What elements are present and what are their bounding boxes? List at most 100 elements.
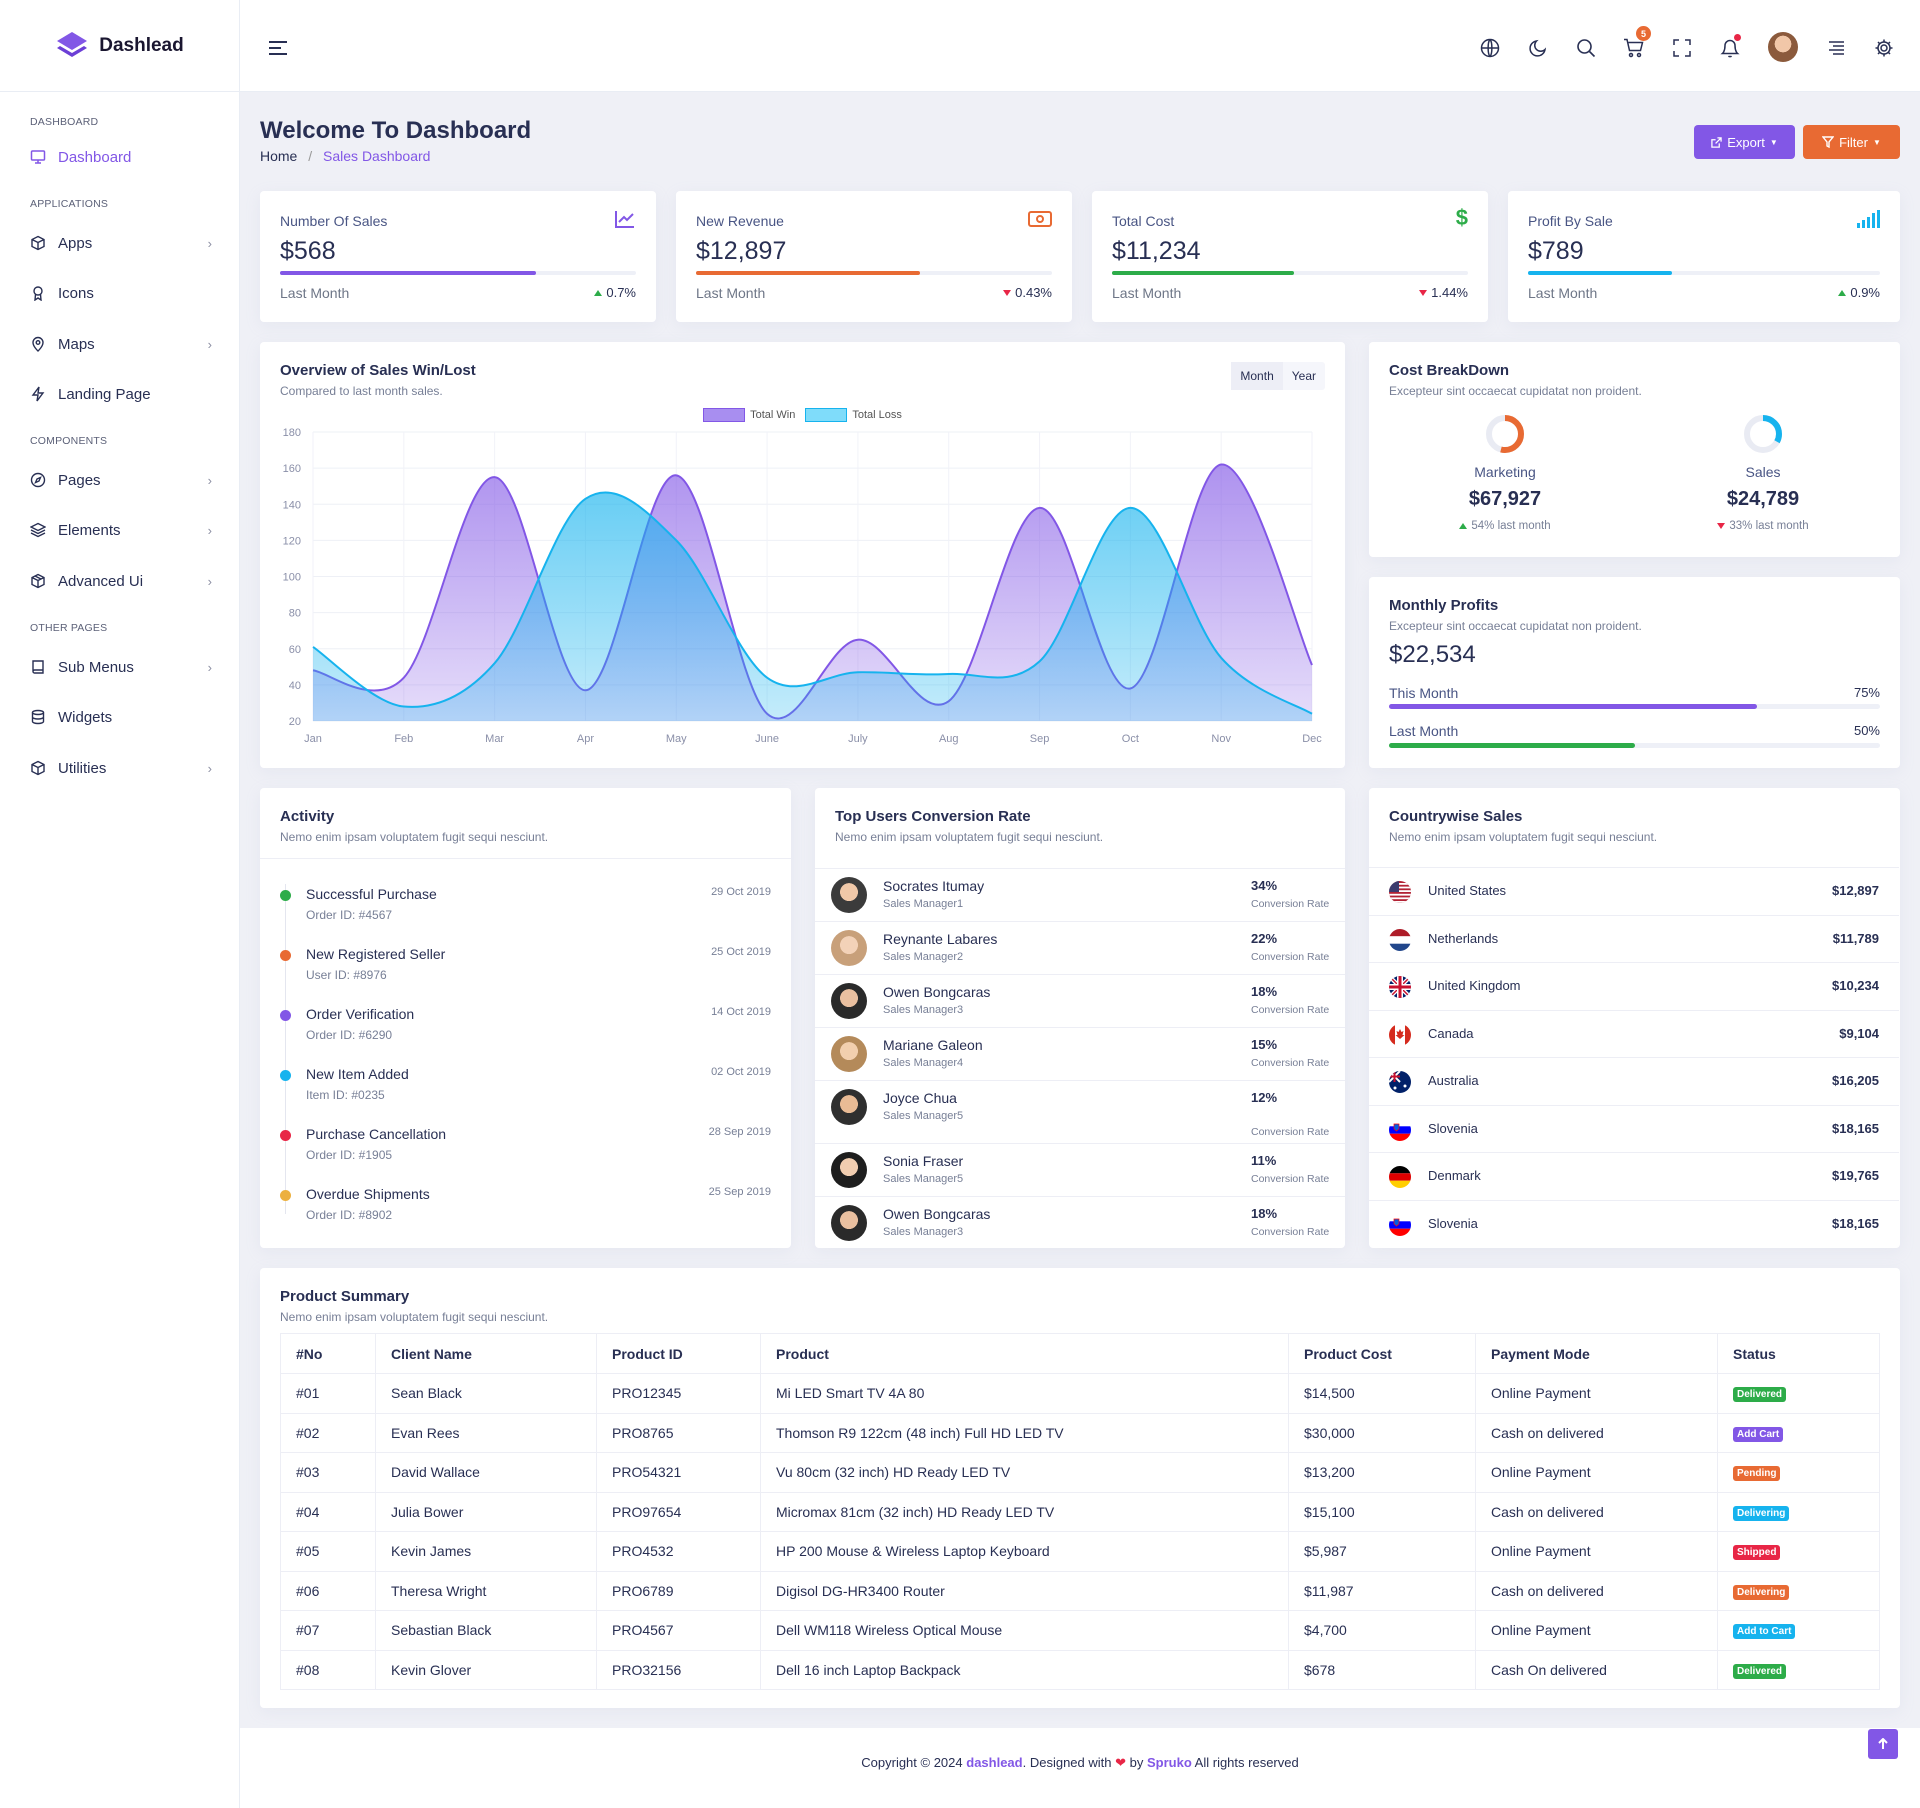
list-item[interactable]: Socrates Itumay Sales Manager1 34% Conversi… [815,868,1345,921]
list-item[interactable]: Reynante Labares Sales Manager2 22% Convers… [815,921,1345,974]
cart-button[interactable]: 5 [1622,26,1651,60]
sidebar-item-landing-page[interactable]: Landing Page [0,369,240,419]
stat-progress [280,271,636,275]
sidebar-item-label: Landing Page [58,385,151,403]
user-name: Sonia Fraser [883,1153,964,1169]
footer: Copyright © 2024 dashlead. Designed with… [240,1728,1920,1808]
legend-label-win: Total Win [750,408,796,421]
table-row[interactable]: #04 Julia Bower PRO97654 Micromax 81cm (32 … [280,1491,1880,1532]
sidebar-right-toggle-button[interactable] [1824,36,1848,60]
list-item[interactable]: Owen Bongcaras Sales Manager3 18% Conversio… [815,1196,1345,1249]
table-row[interactable]: #03 David Wallace PRO54321 Vu 80cm (32 inch… [280,1452,1880,1493]
book-icon [32,660,44,674]
conversion-pct: 22% [1251,931,1278,946]
activity-item: Purchase Cancellation Order ID: #1905 28 S… [280,1126,771,1171]
sidebar-item-widgets[interactable]: Widgets [0,692,240,742]
breadcrumb-home[interactable]: Home [260,148,298,164]
column-header[interactable]: Status [1717,1333,1880,1374]
cell-pid: PRO12345 [596,1373,761,1414]
legend-label-loss: Total Loss [852,408,902,421]
list-item[interactable]: Slovenia $18,165 [1369,1199,1899,1247]
card-subtitle: Compared to last month sales. [280,384,443,398]
activity-subtitle: Order ID: #4567 [306,908,393,922]
legend-item-loss[interactable]: Total Loss [805,408,902,422]
top-header: 5 [240,0,1920,92]
heart-icon: ❤ [1115,1755,1127,1770]
si-flag-icon [1389,1213,1411,1236]
tab-year[interactable]: Year [1291,369,1316,383]
cell-status: Pending [1717,1452,1880,1493]
sidebar-item-label: Dashboard [58,148,132,166]
cell-pid: PRO54321 [596,1452,761,1493]
cell-client: Theresa Wright [375,1570,597,1611]
sidebar-item-elements[interactable]: Elements › [0,505,240,555]
period-tabs: Month Year [1231,362,1325,390]
menu-toggle-button[interactable] [266,36,290,60]
stat-value: $789 [1528,237,1584,265]
table-row[interactable]: #08 Kevin Glover PRO32156 Dell 16 inch Lapt… [280,1649,1880,1690]
column-header[interactable]: Product [760,1333,1289,1374]
back-to-top-button[interactable] [1868,1729,1898,1759]
table-row[interactable]: #05 Kevin James PRO4532 HP 200 Mouse & Wire… [280,1531,1880,1572]
settings-button[interactable] [1872,36,1896,60]
stat-label: Profit By Sale [1528,213,1613,229]
notification-dot [1734,34,1741,41]
cell-no: #05 [280,1531,376,1572]
footer-author-link[interactable]: Spruko [1146,1755,1192,1770]
status-badge: Delivered [1733,1387,1787,1403]
sidebar-item-advanced-ui[interactable]: Advanced Ui › [0,556,240,606]
donut-arc [1486,415,1524,453]
theme-toggle-button[interactable] [1526,36,1550,60]
footer-rights: All rights reserved [1191,1755,1299,1770]
x-tick-label: Aug [939,733,959,745]
table-row[interactable]: #07 Sebastian Black PRO4567 Dell WM118 Wire… [280,1610,1880,1651]
filter-button[interactable]: Filter ▼ [1803,125,1900,159]
language-button[interactable] [1478,36,1502,60]
user-name: Owen Bongcaras [883,984,991,1000]
search-button[interactable] [1574,36,1598,60]
column-header[interactable]: Product Cost [1288,1333,1476,1374]
list-item[interactable]: United Kingdom $10,234 [1369,962,1899,1009]
table-row[interactable]: #01 Sean Black PRO12345 Mi LED Smart TV 4A … [280,1373,1880,1414]
column-header[interactable]: Payment Mode [1475,1333,1718,1374]
avatar[interactable] [1768,32,1798,62]
list-item[interactable]: Australia $16,205 [1369,1057,1899,1104]
sidebar-item-utilities[interactable]: Utilities › [0,743,240,793]
column-header[interactable]: #No [280,1333,376,1374]
footer-brand-link[interactable]: dashlead [966,1755,1023,1770]
export-button[interactable]: Export ▼ [1694,125,1795,159]
list-item[interactable]: Mariane Galeon Sales Manager4 15% Conversio… [815,1027,1345,1080]
list-item[interactable]: Sonia Fraser Sales Manager5 11% Conversion … [815,1143,1345,1196]
list-item[interactable]: United States $12,897 [1369,867,1899,914]
column-header[interactable]: Product ID [596,1333,761,1374]
us-flag-icon [1389,881,1411,903]
sidebar-item-pages[interactable]: Pages › [0,455,240,505]
x-tick-label: Sep [1030,733,1050,745]
status-badge: Shipped [1733,1545,1781,1561]
notifications-button[interactable] [1718,34,1742,60]
list-item[interactable]: Joyce Chua Sales Manager5 12% Conversion Ra… [815,1080,1345,1138]
sidebar-item-sub-menus[interactable]: Sub Menus › [0,642,240,692]
list-item[interactable]: Denmark $19,765 [1369,1152,1899,1199]
app-logo[interactable]: Dashlead [0,0,239,92]
legend-item-win[interactable]: Total Win [703,408,795,422]
country-sales: $18,165 [1832,1215,1879,1231]
breakdown-label: Sales [1745,464,1781,480]
sidebar-item-icons[interactable]: Icons [0,268,240,318]
sidebar-item-dashboard[interactable]: Dashboard [0,132,240,182]
list-item[interactable]: Canada $9,104 [1369,1009,1899,1057]
list-item[interactable]: Slovenia $18,165 [1369,1104,1899,1152]
activity-date: 25 Oct 2019 [711,946,771,958]
table-row[interactable]: #02 Evan Rees PRO8765 Thomson R9 122cm (48 … [280,1412,1880,1453]
tab-month[interactable]: Month [1231,362,1283,390]
chevron-right-icon: › [207,522,212,538]
country-sales: $19,765 [1832,1168,1879,1183]
sidebar-item-maps[interactable]: Maps › [0,319,240,369]
list-item[interactable]: Owen Bongcaras Sales Manager3 18% Conversio… [815,974,1345,1027]
column-header[interactable]: Client Name [375,1333,597,1374]
sidebar-item-apps[interactable]: Apps › [0,218,240,268]
table-row[interactable]: #06 Theresa Wright PRO6789 Digisol DG-HR340… [280,1570,1880,1611]
fullscreen-button[interactable] [1670,36,1694,60]
profit-value: $22,534 [1389,641,1476,668]
list-item[interactable]: Netherlands $11,789 [1369,914,1899,962]
